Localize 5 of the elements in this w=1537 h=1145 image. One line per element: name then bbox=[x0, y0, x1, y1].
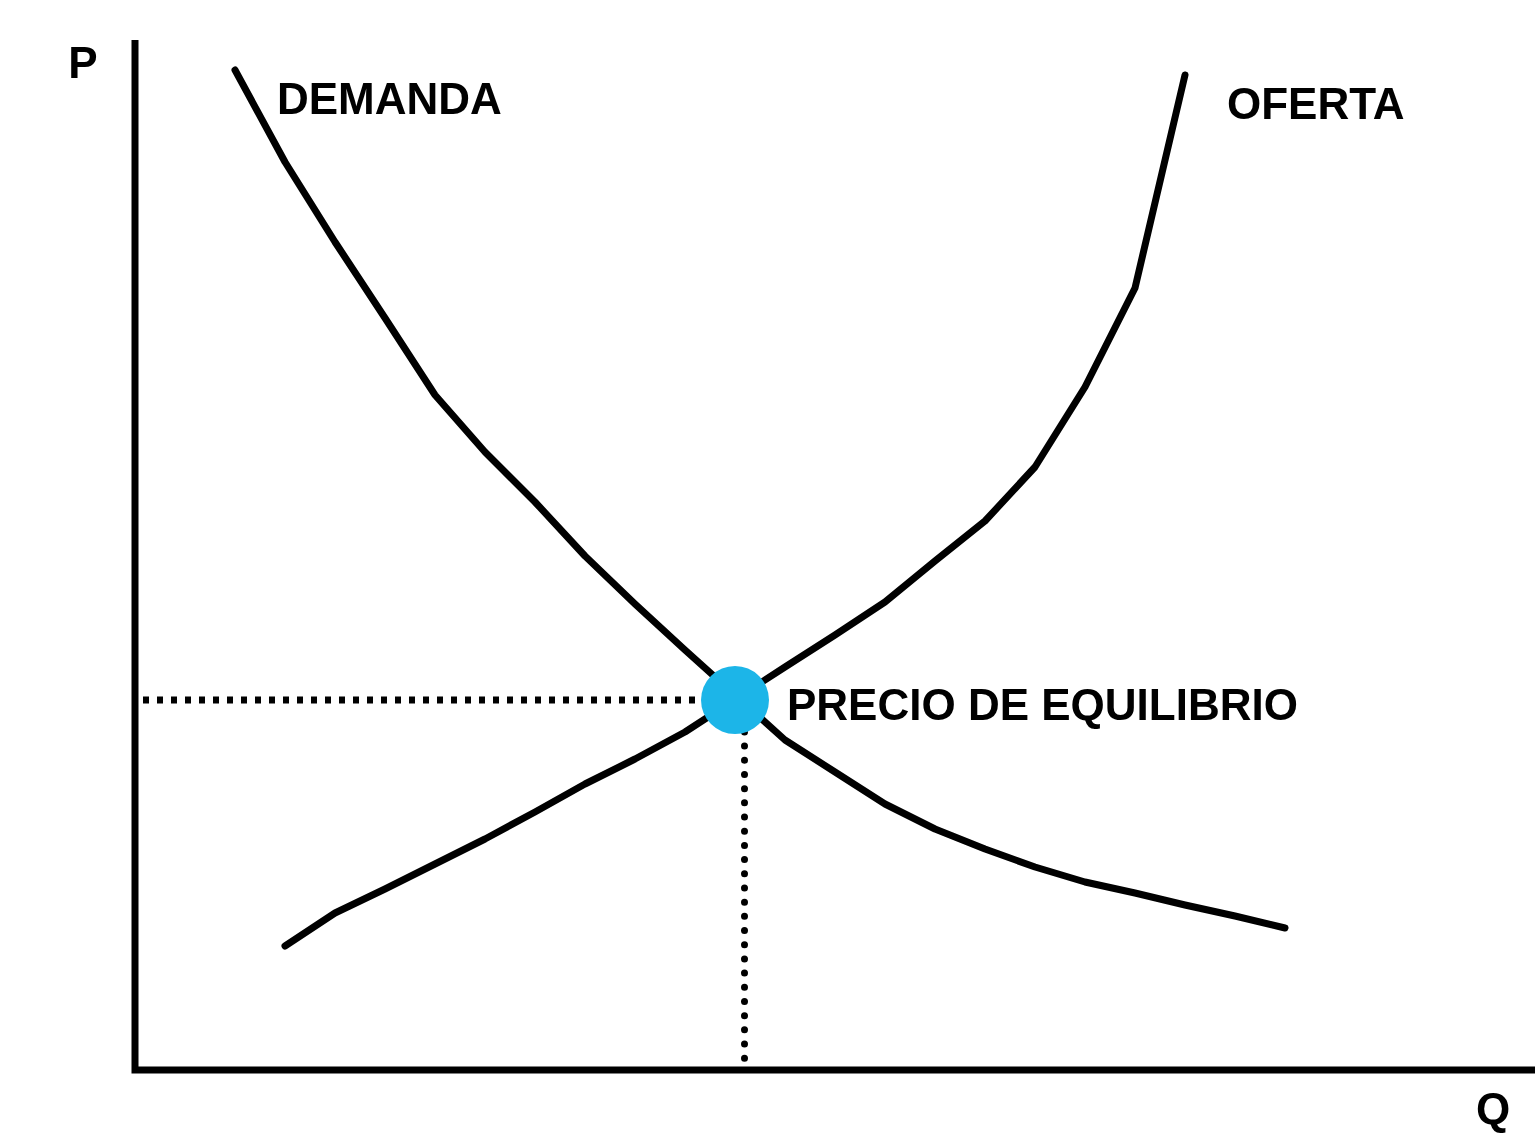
y-axis-title: P bbox=[68, 38, 98, 87]
annotation: PRECIO DE EQUILIBRIO bbox=[787, 680, 1298, 729]
x-axis-title: Q bbox=[1475, 1084, 1511, 1133]
series-label: DEMANDA bbox=[277, 74, 502, 123]
series-label: OFERTA bbox=[1227, 79, 1405, 128]
